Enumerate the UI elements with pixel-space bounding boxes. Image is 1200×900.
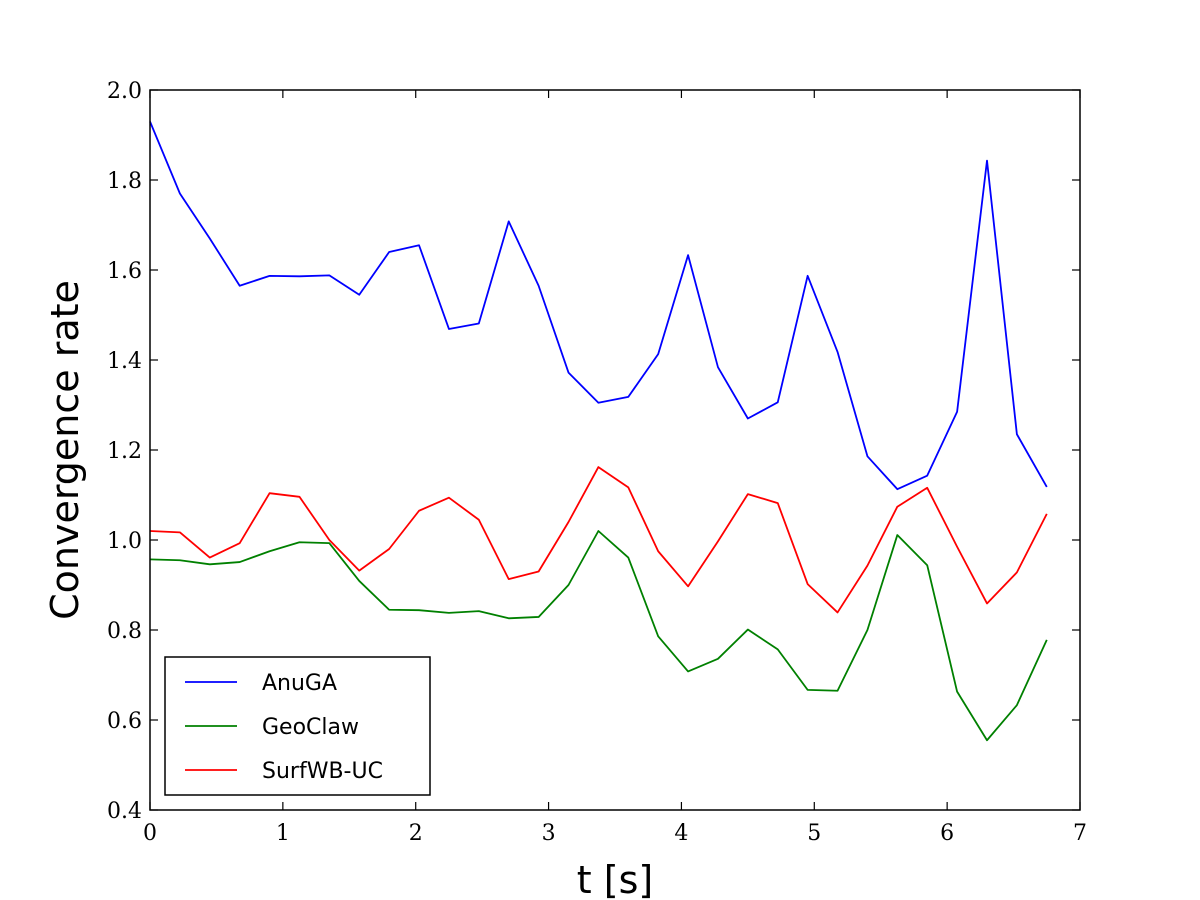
x-tick-label: 7	[1073, 821, 1087, 846]
x-tick-label: 3	[542, 821, 556, 846]
x-tick-label: 5	[807, 821, 821, 846]
x-tick-label: 4	[674, 821, 688, 846]
x-tick-label: 1	[276, 821, 290, 846]
y-axis-label: Convergence rate	[43, 280, 87, 620]
y-tick-label: 1.2	[107, 439, 142, 464]
legend-label-surfwb-uc: SurfWB-UC	[262, 759, 383, 784]
series-line-surfwb-uc	[149, 466, 1048, 614]
series-layer	[149, 121, 1048, 742]
x-tick-label: 0	[143, 821, 157, 846]
x-tick-label: 6	[940, 821, 954, 846]
y-tick-label: 1.0	[107, 529, 142, 554]
y-tick-label: 0.8	[107, 619, 142, 644]
x-tick-label: 2	[409, 821, 423, 846]
tick-layer: 0 1 2 3 4 5 6 7 0.4 0.6 0.8 1.0 1.2 1.4 1.6 1.8 2.0	[107, 79, 1087, 846]
legend-label-anuga: AnuGA	[262, 671, 337, 696]
y-tick-label: 1.4	[107, 349, 142, 374]
x-axis-label: t [s]	[577, 858, 653, 900]
y-tick-label: 0.4	[107, 799, 142, 824]
y-tick-label: 1.8	[107, 169, 142, 194]
series-line-anuga	[149, 121, 1048, 491]
legend: AnuGA GeoClaw SurfWB-UC	[164, 656, 431, 796]
legend-label-geoclaw: GeoClaw	[262, 715, 359, 740]
y-tick-label: 1.6	[107, 259, 142, 284]
series-line-geoclaw	[149, 530, 1048, 742]
y-tick-label: 2.0	[107, 79, 142, 104]
y-tick-label: 0.6	[107, 709, 142, 734]
